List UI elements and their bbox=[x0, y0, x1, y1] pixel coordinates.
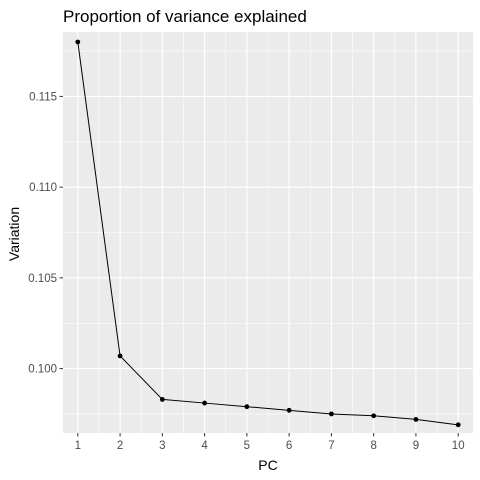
grid-major bbox=[63, 32, 473, 433]
data-point bbox=[202, 400, 207, 406]
y-tick-label: 0.110 bbox=[29, 182, 57, 194]
data-point bbox=[75, 39, 81, 45]
data-point bbox=[371, 413, 377, 419]
x-axis: 1 2 3 4 5 6 7 8 9 10 bbox=[75, 433, 465, 452]
chart-title: Proportion of variance explained bbox=[63, 7, 307, 26]
x-tick-label: 10 bbox=[452, 440, 465, 452]
x-tick-label: 1 bbox=[75, 440, 81, 452]
x-tick-label: 4 bbox=[201, 440, 208, 452]
data-point bbox=[329, 411, 334, 417]
data-point bbox=[244, 404, 250, 410]
x-tick-label: 5 bbox=[244, 440, 250, 452]
y-tick-label: 0.100 bbox=[28, 364, 57, 376]
grid-minor bbox=[63, 32, 473, 433]
data-points bbox=[75, 39, 461, 428]
x-tick-label: 6 bbox=[286, 440, 292, 452]
x-tick-label: 7 bbox=[328, 440, 334, 452]
data-point bbox=[286, 407, 292, 413]
x-tick-label: 8 bbox=[370, 440, 376, 452]
x-tick-label: 3 bbox=[159, 440, 165, 452]
y-axis: 0.100 0.105 0.110 0.115 bbox=[28, 91, 63, 376]
x-axis-title: PC bbox=[258, 457, 277, 473]
series-line bbox=[77, 41, 459, 426]
data-point bbox=[413, 416, 419, 422]
data-point bbox=[455, 422, 461, 428]
y-tick-label: 0.105 bbox=[28, 273, 57, 285]
data-point bbox=[117, 353, 123, 359]
x-tick-label: 2 bbox=[117, 440, 123, 452]
y-axis-title: Variation bbox=[6, 207, 22, 261]
data-point bbox=[159, 397, 165, 402]
y-tick-label: 0.115 bbox=[29, 91, 57, 103]
x-tick-label: 9 bbox=[413, 440, 419, 452]
